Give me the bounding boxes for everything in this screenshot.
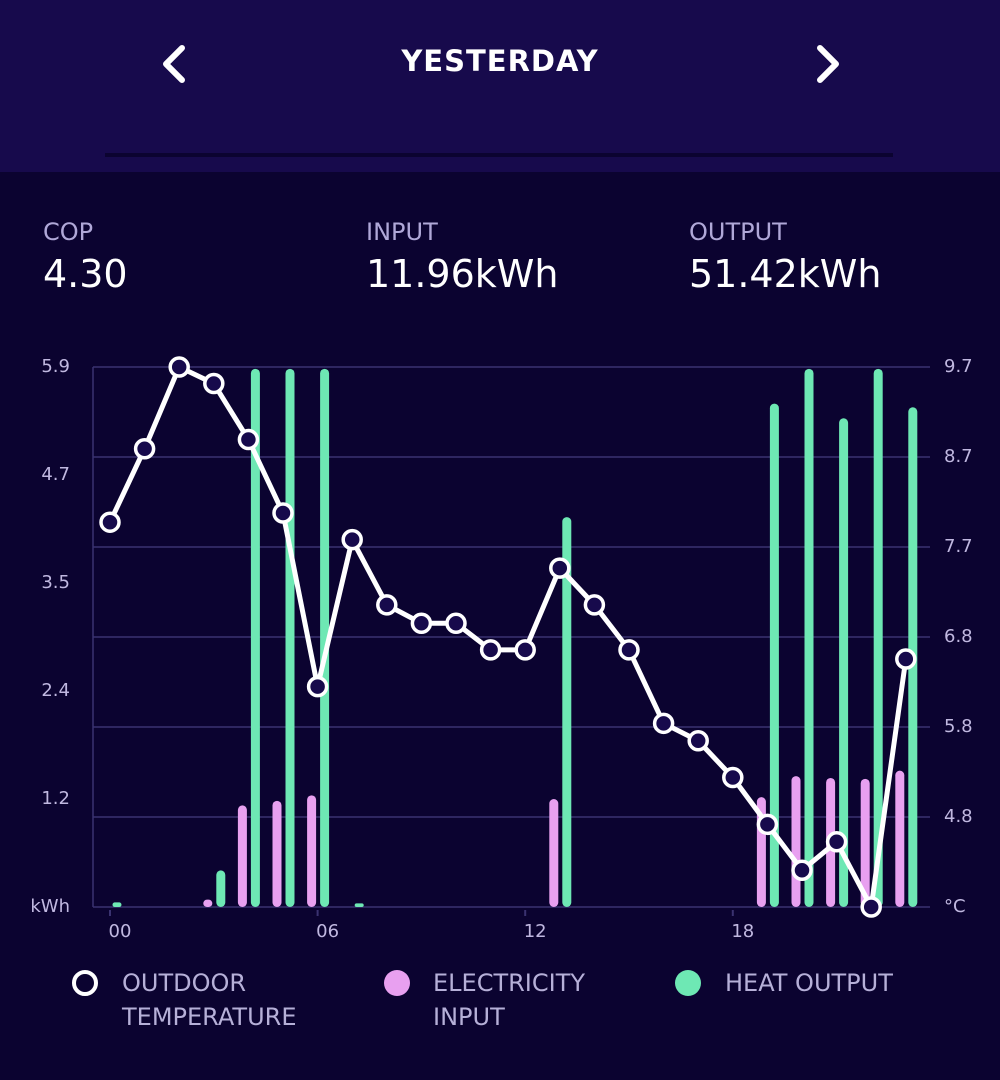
temperature-point bbox=[825, 831, 848, 853]
bar bbox=[307, 795, 317, 907]
temperature-point bbox=[445, 612, 467, 634]
temperature-point bbox=[479, 639, 502, 661]
y-tick-label: kWh bbox=[30, 896, 70, 917]
bar bbox=[804, 368, 814, 907]
bar bbox=[272, 800, 282, 907]
bar bbox=[320, 368, 330, 907]
temperature-point bbox=[860, 896, 882, 918]
x-tick-label: 06 bbox=[316, 921, 339, 942]
temperature-point bbox=[168, 356, 190, 378]
x-tick-label: 00 bbox=[109, 921, 132, 942]
y2-tick-label: 5.8 bbox=[944, 716, 973, 737]
bar bbox=[216, 870, 226, 907]
y2-tick-label: 4.8 bbox=[944, 806, 973, 827]
temperature-point bbox=[514, 639, 536, 661]
bar bbox=[354, 903, 364, 907]
prev-day[interactable] bbox=[158, 42, 192, 86]
stat-label: INPUT bbox=[366, 218, 438, 246]
next-day[interactable] bbox=[810, 42, 844, 86]
x-tick-label: 18 bbox=[731, 921, 754, 942]
legend-label: OUTDOOR TEMPERATURE bbox=[122, 969, 297, 1031]
bar bbox=[839, 418, 849, 907]
y-tick-label: 4.7 bbox=[41, 464, 70, 485]
stat-label: OUTPUT bbox=[689, 218, 787, 246]
temperature-point bbox=[652, 712, 675, 735]
temperature-point bbox=[722, 766, 744, 789]
y2-tick-label: 6.8 bbox=[944, 626, 973, 647]
title: YESTERDAY bbox=[401, 44, 599, 78]
chart: °C 4.8 5.8 6.8 7.7 8.7 9.7 kWh 1.2 2.4 3.5 4.7 5.9 00… bbox=[30, 356, 973, 942]
x-tick-label: 12 bbox=[524, 921, 547, 942]
bar bbox=[285, 368, 295, 907]
temperature-point bbox=[549, 557, 571, 579]
temperature-point bbox=[618, 639, 640, 661]
bar bbox=[549, 799, 559, 907]
bar bbox=[112, 902, 122, 907]
y-tick-label: 5.9 bbox=[41, 356, 70, 377]
stat: OUTPUT 51.42kWh bbox=[689, 218, 881, 296]
bar bbox=[791, 776, 801, 907]
temperature-point bbox=[410, 612, 433, 634]
temperature-point bbox=[687, 730, 709, 752]
temperature-point bbox=[376, 594, 398, 616]
legend-label: ELECTRICITY INPUT bbox=[433, 969, 586, 1031]
temperature-point bbox=[791, 859, 813, 882]
bar bbox=[860, 778, 870, 907]
header: YESTERDAY bbox=[0, 0, 1000, 172]
y2-tick-label: °C bbox=[944, 896, 966, 917]
legend-label: HEAT OUTPUT bbox=[725, 969, 893, 997]
divider bbox=[105, 153, 893, 157]
legend-marker bbox=[384, 970, 410, 996]
stat-value: 51.42kWh bbox=[689, 252, 882, 296]
bar bbox=[203, 899, 213, 907]
temperature-point bbox=[99, 511, 121, 533]
y-tick-label: 3.5 bbox=[41, 572, 70, 593]
temperature-point bbox=[756, 813, 779, 836]
bar bbox=[250, 368, 260, 907]
bar bbox=[237, 805, 247, 907]
stat-label: COP bbox=[43, 218, 94, 246]
temperature-point bbox=[133, 437, 156, 460]
bar bbox=[769, 403, 779, 907]
y2-tick-label: 7.7 bbox=[944, 536, 973, 557]
temperature-point bbox=[306, 675, 329, 698]
bar bbox=[895, 770, 905, 907]
legend-marker bbox=[675, 970, 701, 996]
bar bbox=[562, 517, 572, 907]
stat-value: 11.96kWh bbox=[366, 252, 559, 296]
temperature-point bbox=[203, 372, 225, 395]
y-tick-label: 2.4 bbox=[41, 680, 70, 701]
stat: COP 4.30 bbox=[43, 218, 128, 296]
bar bbox=[873, 368, 883, 907]
legend-marker bbox=[72, 970, 98, 996]
y2-tick-label: 9.7 bbox=[944, 356, 973, 377]
temperature-point bbox=[237, 428, 260, 451]
temperature-point bbox=[341, 528, 363, 551]
stat-value: 4.30 bbox=[43, 252, 128, 296]
temperature-point bbox=[272, 502, 294, 524]
stat: INPUT 11.96kWh bbox=[366, 218, 558, 296]
y2-tick-label: 8.7 bbox=[944, 446, 973, 467]
temperature-point bbox=[583, 594, 606, 616]
temperature-point bbox=[895, 648, 917, 670]
y-tick-label: 1.2 bbox=[41, 788, 70, 809]
